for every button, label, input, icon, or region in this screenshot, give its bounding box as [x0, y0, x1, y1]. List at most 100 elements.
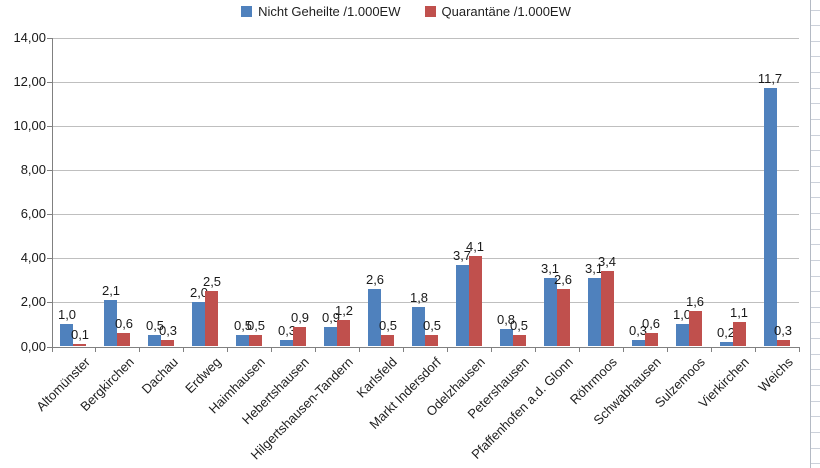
y-axis-tick	[47, 170, 52, 171]
spreadsheet-cells-strip[interactable]	[810, 0, 820, 468]
bar-nicht-geheilte[interactable]	[280, 340, 293, 346]
y-axis-tick-label: 4,00	[20, 250, 46, 265]
bar-data-label: 0,5	[246, 318, 266, 333]
bar-data-label: 4,1	[465, 239, 485, 254]
spreadsheet-row-gridline	[811, 369, 820, 370]
bar-nicht-geheilte[interactable]	[720, 342, 733, 346]
bar-quarantaene[interactable]	[557, 289, 570, 346]
bar-data-label: 3,1	[584, 261, 604, 276]
y-gridline	[52, 214, 799, 215]
spreadsheet-row-gridline	[811, 338, 820, 339]
bar-data-label: 1,0	[672, 307, 692, 322]
spreadsheet-row-gridline	[811, 10, 820, 11]
bar-quarantaene[interactable]	[117, 333, 130, 346]
y-axis-tick-label: 0,00	[20, 339, 46, 354]
bar-quarantaene[interactable]	[513, 335, 526, 346]
bar-nicht-geheilte[interactable]	[60, 324, 73, 346]
spreadsheet-row-gridline	[811, 150, 820, 151]
bar-data-label: 0,9	[290, 310, 310, 325]
bar-data-label: 1,1	[729, 305, 749, 320]
bar-quarantaene[interactable]	[425, 335, 438, 346]
spreadsheet-row-gridline	[811, 197, 820, 198]
bar-quarantaene[interactable]	[469, 256, 482, 346]
bar-quarantaene[interactable]	[161, 340, 174, 346]
spreadsheet-row-gridline	[811, 229, 820, 230]
spreadsheet-row-gridline	[811, 213, 820, 214]
bar-quarantaene[interactable]	[293, 327, 306, 346]
bar-data-label: 2,5	[202, 274, 222, 289]
bar-data-label: 0,5	[509, 318, 529, 333]
x-axis-tick	[623, 348, 624, 352]
bar-data-label: 1,2	[334, 303, 354, 318]
bar-quarantaene[interactable]	[73, 344, 86, 346]
x-axis-tick	[755, 348, 756, 352]
spreadsheet-row-gridline	[811, 88, 820, 89]
spreadsheet-row-gridline	[811, 354, 820, 355]
legend-item-nicht-geheilte[interactable]: Nicht Geheilte /1.000EW	[241, 4, 401, 19]
bar-data-label: 3,1	[540, 261, 560, 276]
bar-nicht-geheilte[interactable]	[676, 324, 689, 346]
y-axis-tick-label: 12,00	[13, 74, 46, 89]
bar-data-label: 0,5	[378, 318, 398, 333]
y-axis-tick-label: 14,00	[13, 30, 46, 45]
spreadsheet-row-gridline	[811, 135, 820, 136]
x-axis-tick	[447, 348, 448, 352]
spreadsheet-row-gridline	[811, 56, 820, 57]
bar-data-label: 0,5	[145, 318, 165, 333]
bar-data-label: 0,2	[716, 325, 736, 340]
bar-data-label: 2,1	[101, 283, 121, 298]
x-axis-tick	[491, 348, 492, 352]
bar-quarantaene[interactable]	[601, 271, 614, 346]
x-axis-tick	[403, 348, 404, 352]
spreadsheet-row-gridline	[811, 260, 820, 261]
bar-nicht-geheilte[interactable]	[500, 329, 513, 346]
bar-data-label: 0,3	[773, 323, 793, 338]
spreadsheet-row-gridline	[811, 41, 820, 42]
bar-nicht-geheilte[interactable]	[588, 278, 601, 346]
bar-nicht-geheilte[interactable]	[192, 302, 205, 346]
y-gridline	[52, 82, 799, 83]
bar-quarantaene[interactable]	[689, 311, 702, 346]
spreadsheet-row-gridline	[811, 448, 820, 449]
bar-data-label: 0,3	[628, 323, 648, 338]
bar-data-label: 11,7	[757, 71, 783, 86]
legend-item-quarantaene[interactable]: Quarantäne /1.000EW	[424, 4, 571, 19]
y-axis-tick-label: 10,00	[13, 118, 46, 133]
spreadsheet-row-gridline	[811, 72, 820, 73]
bar-quarantaene[interactable]	[205, 291, 218, 346]
chart-legend[interactable]: Nicht Geheilte /1.000EW Quarantäne /1.00…	[28, 4, 784, 19]
bar-quarantaene[interactable]	[777, 340, 790, 346]
x-axis-tick	[579, 348, 580, 352]
bar-nicht-geheilte[interactable]	[632, 340, 645, 346]
bar-data-label: 0,6	[641, 316, 661, 331]
x-axis-tick	[799, 348, 800, 352]
bar-quarantaene[interactable]	[381, 335, 394, 346]
bar-nicht-geheilte[interactable]	[456, 265, 469, 346]
bar-nicht-geheilte[interactable]	[368, 289, 381, 346]
bar-data-label: 0,8	[496, 312, 516, 327]
x-axis-tick	[183, 348, 184, 352]
y-axis-tick	[47, 302, 52, 303]
bar-data-label: 0,1	[70, 327, 90, 342]
spreadsheet-row-gridline	[811, 119, 820, 120]
bar-data-label: 0,3	[277, 323, 297, 338]
bar-nicht-geheilte[interactable]	[544, 278, 557, 346]
spreadsheet-row-gridline	[811, 322, 820, 323]
bar-nicht-geheilte[interactable]	[764, 88, 777, 346]
spreadsheet-row-gridline	[811, 244, 820, 245]
bar-nicht-geheilte[interactable]	[324, 327, 337, 346]
bar-quarantaene[interactable]	[337, 320, 350, 346]
bar-quarantaene[interactable]	[249, 335, 262, 346]
bar-quarantaene[interactable]	[733, 322, 746, 346]
bar-nicht-geheilte[interactable]	[412, 307, 425, 346]
bar-nicht-geheilte[interactable]	[104, 300, 117, 346]
bar-quarantaene[interactable]	[645, 333, 658, 346]
spreadsheet-row-gridline	[811, 432, 820, 433]
legend-swatch-blue-icon	[241, 6, 253, 17]
spreadsheet-row-gridline	[811, 25, 820, 26]
bar-nicht-geheilte[interactable]	[148, 335, 161, 346]
x-axis-tick	[359, 348, 360, 352]
bar-nicht-geheilte[interactable]	[236, 335, 249, 346]
spreadsheet-row-gridline	[811, 385, 820, 386]
